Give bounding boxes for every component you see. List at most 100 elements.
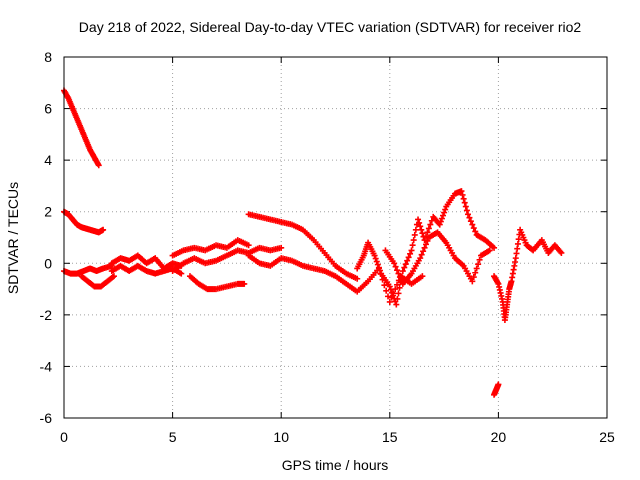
data-point	[441, 209, 448, 216]
x-tick-label: 10	[273, 429, 289, 445]
data-point	[427, 221, 434, 228]
data-point	[410, 237, 417, 244]
data-point	[388, 289, 395, 296]
data-point	[472, 269, 479, 276]
data-point	[401, 264, 408, 271]
y-tick-label: 2	[44, 204, 52, 220]
data-point	[421, 237, 428, 244]
data-point	[405, 254, 412, 261]
data-point	[372, 255, 379, 262]
data-point	[442, 206, 449, 213]
data-point	[395, 270, 402, 277]
data-point	[408, 247, 415, 254]
data-point	[95, 162, 102, 169]
data-marks	[61, 87, 565, 398]
y-tick-label: 8	[44, 49, 52, 65]
data-point	[404, 257, 411, 264]
data-point	[476, 256, 483, 263]
data-point	[416, 219, 423, 226]
data-point	[473, 265, 480, 272]
data-point	[486, 247, 493, 254]
data-point	[399, 268, 406, 275]
data-point	[395, 290, 402, 297]
data-point	[436, 221, 443, 228]
data-point	[419, 230, 426, 237]
data-point	[462, 203, 469, 210]
data-point	[245, 242, 252, 249]
data-point	[384, 293, 391, 300]
data-point	[417, 223, 424, 230]
data-point	[394, 267, 401, 274]
data-point	[440, 212, 447, 219]
data-point	[418, 226, 425, 233]
series-arc-3	[61, 262, 115, 277]
tick-labels: 0 5 10 15 20 25 -6 -4 -2 0 2 4 6 8	[40, 49, 615, 445]
data-point	[383, 287, 390, 294]
data-point	[371, 252, 378, 259]
data-point	[417, 255, 424, 262]
data-point	[375, 264, 382, 271]
y-tick-label: -2	[40, 307, 53, 323]
y-tick-label: -4	[40, 358, 53, 374]
series-arc-8	[169, 244, 285, 275]
data-point	[411, 231, 418, 238]
data-point	[472, 228, 479, 235]
data-point	[109, 274, 116, 281]
series-arc-15	[491, 381, 502, 398]
data-point	[419, 273, 426, 280]
series-arc-13	[382, 229, 493, 287]
data-point	[392, 263, 399, 270]
data-point	[386, 298, 393, 305]
data-point	[438, 215, 445, 222]
data-point	[409, 242, 416, 249]
x-tick-label: 20	[491, 429, 507, 445]
data-point	[386, 283, 393, 290]
data-point	[178, 270, 185, 277]
data-point	[418, 251, 425, 258]
series-arc-11	[245, 252, 426, 305]
x-tick-label: 15	[382, 429, 398, 445]
data-point	[470, 225, 477, 232]
data-point	[387, 286, 394, 293]
series-arc-7	[169, 237, 252, 259]
data-point	[393, 301, 400, 308]
data-point	[374, 261, 381, 268]
series-arc-10	[245, 211, 361, 282]
series-arc-14	[491, 226, 565, 324]
series-arc-4	[78, 273, 117, 290]
data-point	[495, 381, 502, 388]
x-tick-label: 5	[169, 429, 177, 445]
data-point	[415, 216, 422, 223]
data-point	[437, 218, 444, 225]
data-point	[469, 278, 476, 285]
data-point	[354, 275, 361, 282]
data-point	[424, 229, 431, 236]
data-point	[241, 280, 248, 287]
data-point	[461, 199, 468, 206]
data-point	[110, 273, 117, 280]
data-point	[475, 261, 482, 268]
data-point	[391, 260, 398, 267]
data-point	[421, 244, 428, 251]
grid-lines	[64, 57, 607, 418]
data-point	[460, 195, 467, 202]
data-point	[396, 284, 403, 291]
x-axis-label: GPS time / hours	[282, 457, 389, 473]
data-point	[425, 225, 432, 232]
data-point	[394, 281, 401, 288]
x-tick-label: 0	[60, 429, 68, 445]
data-point	[412, 226, 419, 233]
series-arc-2	[61, 208, 107, 236]
y-tick-label: 0	[44, 255, 52, 271]
x-tick-label: 25	[599, 429, 615, 445]
data-point	[100, 226, 107, 233]
data-point	[278, 244, 285, 251]
series-arc-9	[186, 273, 248, 293]
plot-frame	[63, 56, 608, 419]
data-point	[467, 218, 474, 225]
data-point	[424, 237, 431, 244]
chart-title: Day 218 of 2022, Sidereal Day-to-day VTE…	[79, 19, 582, 35]
data-point	[458, 188, 465, 195]
data-point	[466, 214, 473, 221]
